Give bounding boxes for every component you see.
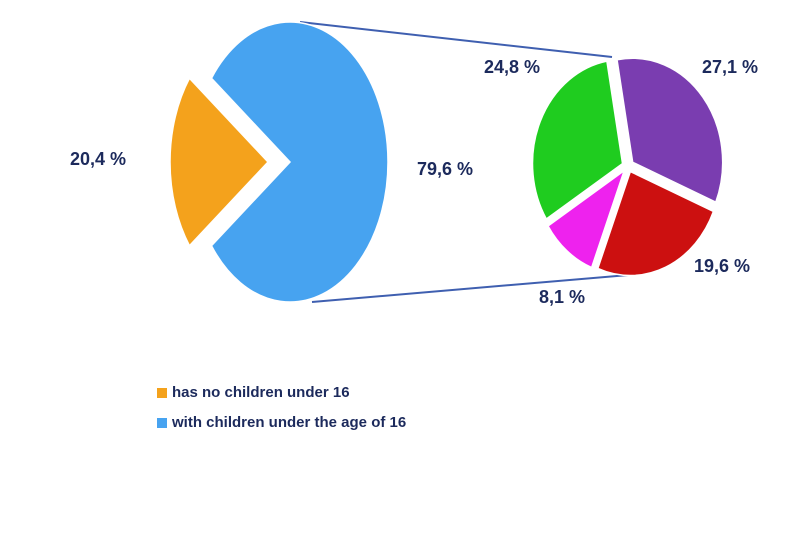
pie-slice	[531, 60, 624, 221]
data-label: 79,6 %	[417, 159, 473, 179]
pie-slice	[547, 168, 626, 269]
connector-line	[311, 273, 641, 303]
data-label: 8,1 %	[539, 287, 585, 307]
pie-slice	[169, 77, 270, 247]
data-label: 27,1 %	[702, 57, 758, 77]
legend-marker	[157, 388, 167, 398]
legend-label: has no children under 16	[172, 384, 350, 401]
data-label: 24,8 %	[484, 57, 540, 77]
data-label: 19,6 %	[694, 256, 750, 276]
pie-slice	[596, 170, 715, 277]
data-label: 20,4 %	[70, 149, 126, 169]
legend-marker	[157, 418, 167, 428]
legend-label: with children under the age of 16	[171, 414, 406, 431]
pie-slice	[210, 21, 389, 303]
connector-line	[299, 21, 613, 58]
pie-slice	[616, 57, 724, 204]
